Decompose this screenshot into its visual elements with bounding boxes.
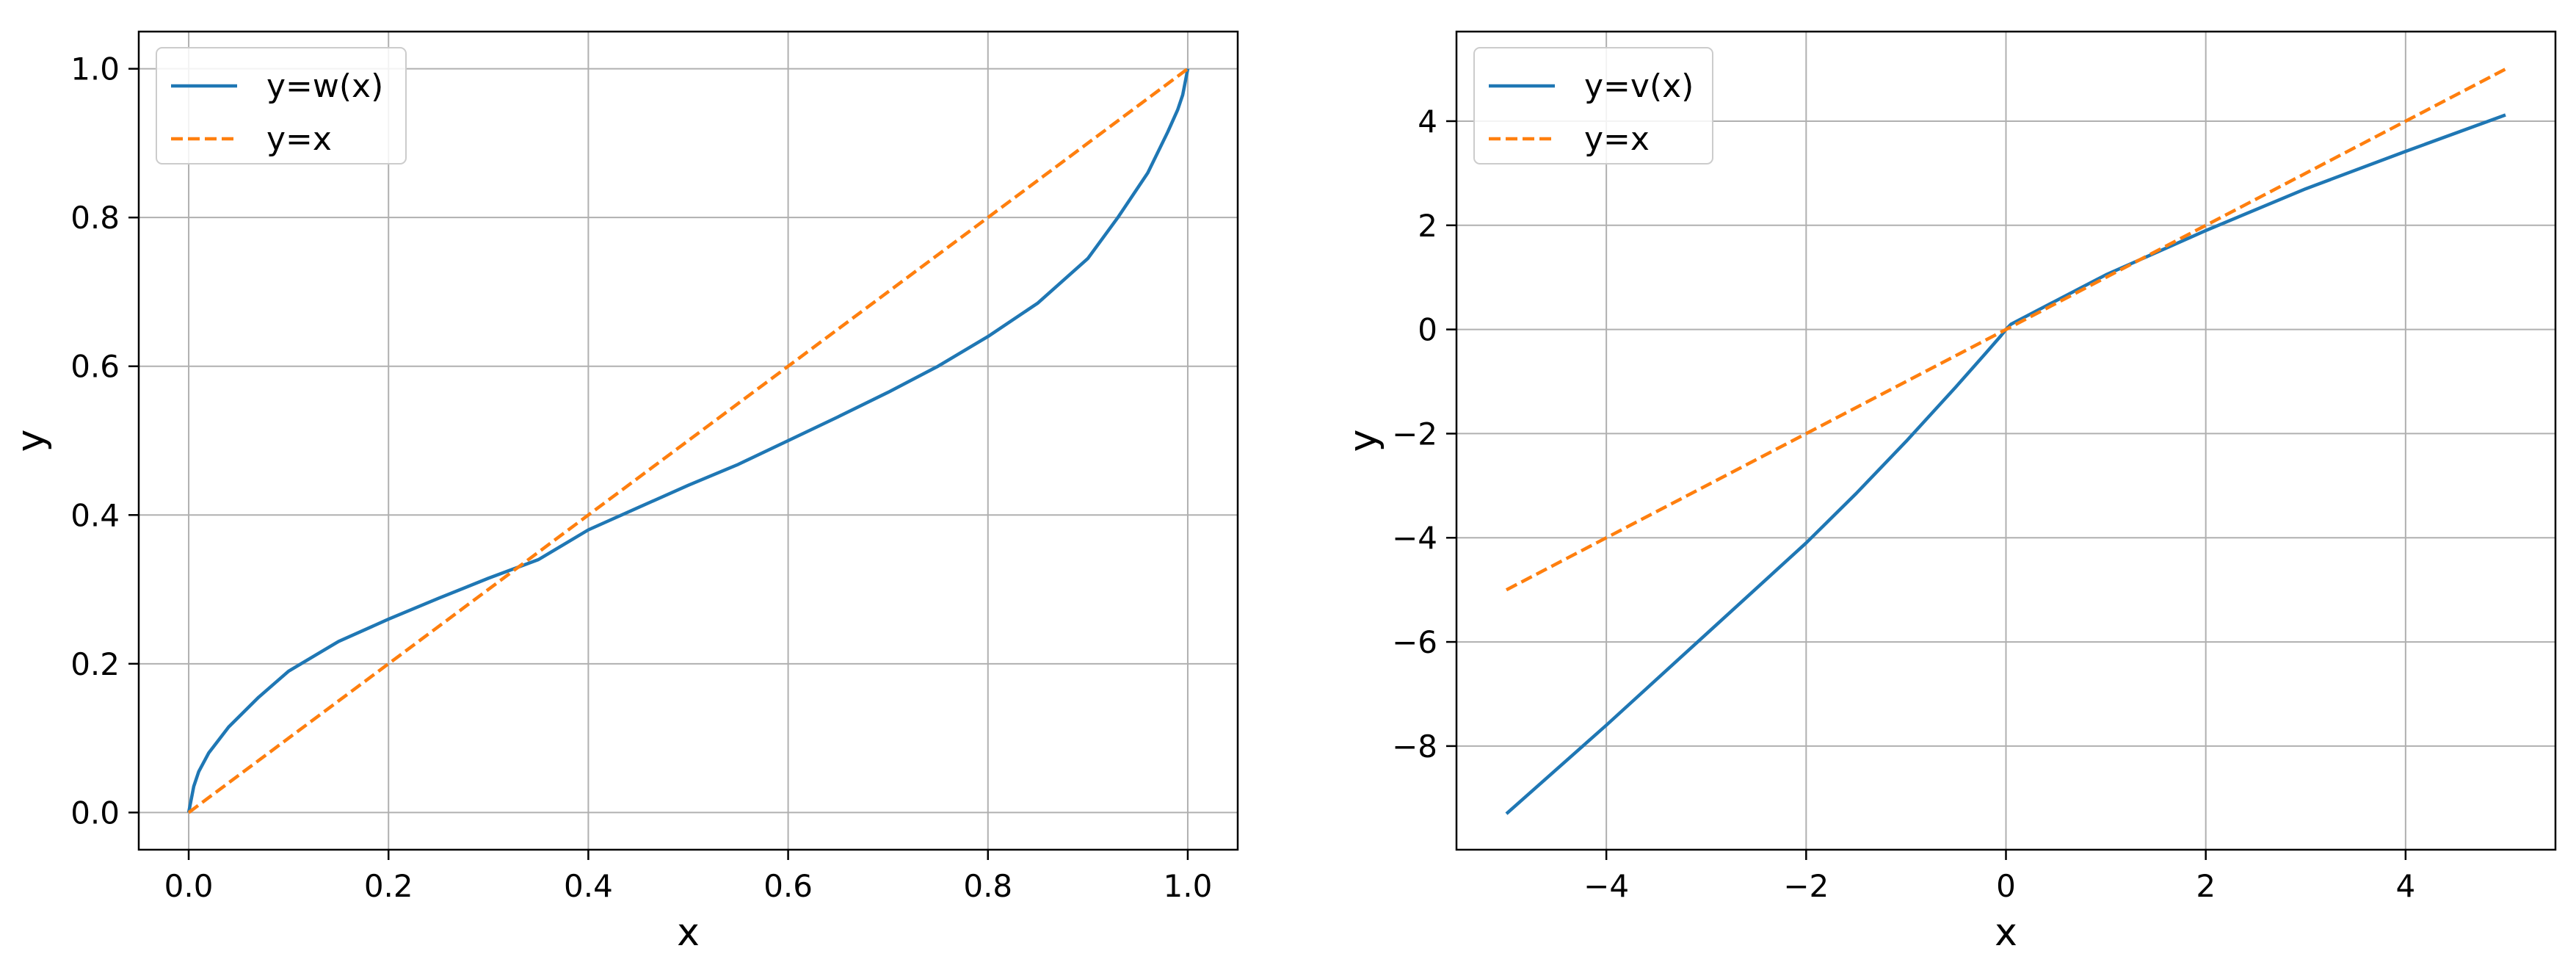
y-tick-label: 0.8 xyxy=(70,200,120,236)
x-tick-label: 4 xyxy=(2395,868,2415,904)
y-tick-label: 1.0 xyxy=(70,51,120,87)
x-tick-label: 0.4 xyxy=(564,868,613,904)
x-tick-label: 0.8 xyxy=(963,868,1012,904)
y-tick-label: 0.0 xyxy=(70,795,120,831)
y-tick-label: 0.4 xyxy=(70,497,120,533)
y-tick-label: 0.6 xyxy=(70,349,120,385)
legend: y=w(x) y=x xyxy=(156,47,407,165)
axes-frame xyxy=(137,30,1239,851)
x-tick-label: 0.6 xyxy=(763,868,813,904)
y-tick-label: 0 xyxy=(1418,312,1437,348)
series-line-identity xyxy=(1505,68,2507,592)
x-tick-label: −2 xyxy=(1783,868,1829,904)
x-tick-label: 0.2 xyxy=(364,868,413,904)
y-tick-label: −4 xyxy=(1392,520,1437,556)
legend-label: y=v(x) xyxy=(1584,68,1694,105)
right-plot-v: −4 −2 0 2 4 −8 −6 −4 −2 0 2 4 x y y=v(x) y=x xyxy=(1341,30,2557,955)
left-plot-w: 0.0 0.2 0.4 0.6 0.8 1.0 0.0 0.2 0.4 0.6 0.8 1.0 x y y=… xyxy=(9,30,1239,955)
x-tick-label: 2 xyxy=(2196,868,2216,904)
legend-label: y=w(x) xyxy=(266,68,383,105)
series-line-identity xyxy=(187,67,1189,814)
y-axis-label: y xyxy=(1341,430,1385,452)
x-axis-label: x xyxy=(1995,911,2017,955)
y-tick-label: 0.2 xyxy=(70,646,120,682)
x-axis-label: x xyxy=(677,911,700,955)
y-tick-label: −6 xyxy=(1392,624,1437,660)
y-tick-label: −8 xyxy=(1392,729,1437,765)
x-tick-label: −4 xyxy=(1583,868,1629,904)
legend-label: y=x xyxy=(1584,120,1650,158)
y-tick-label: 2 xyxy=(1418,208,1437,244)
y-tick-label: −2 xyxy=(1392,416,1437,452)
legend-box xyxy=(1473,47,1713,165)
legend-box xyxy=(156,47,407,165)
x-tick-label: 0.0 xyxy=(164,868,214,904)
y-tick-label: 4 xyxy=(1418,104,1437,140)
y-axis-label: y xyxy=(9,430,53,452)
legend-label: y=x xyxy=(266,120,332,158)
x-tick-label: 1.0 xyxy=(1164,868,1213,904)
series-line-curve xyxy=(186,68,1190,813)
x-tick-label: 0 xyxy=(1996,868,2016,904)
legend: y=v(x) y=x xyxy=(1473,47,1713,165)
